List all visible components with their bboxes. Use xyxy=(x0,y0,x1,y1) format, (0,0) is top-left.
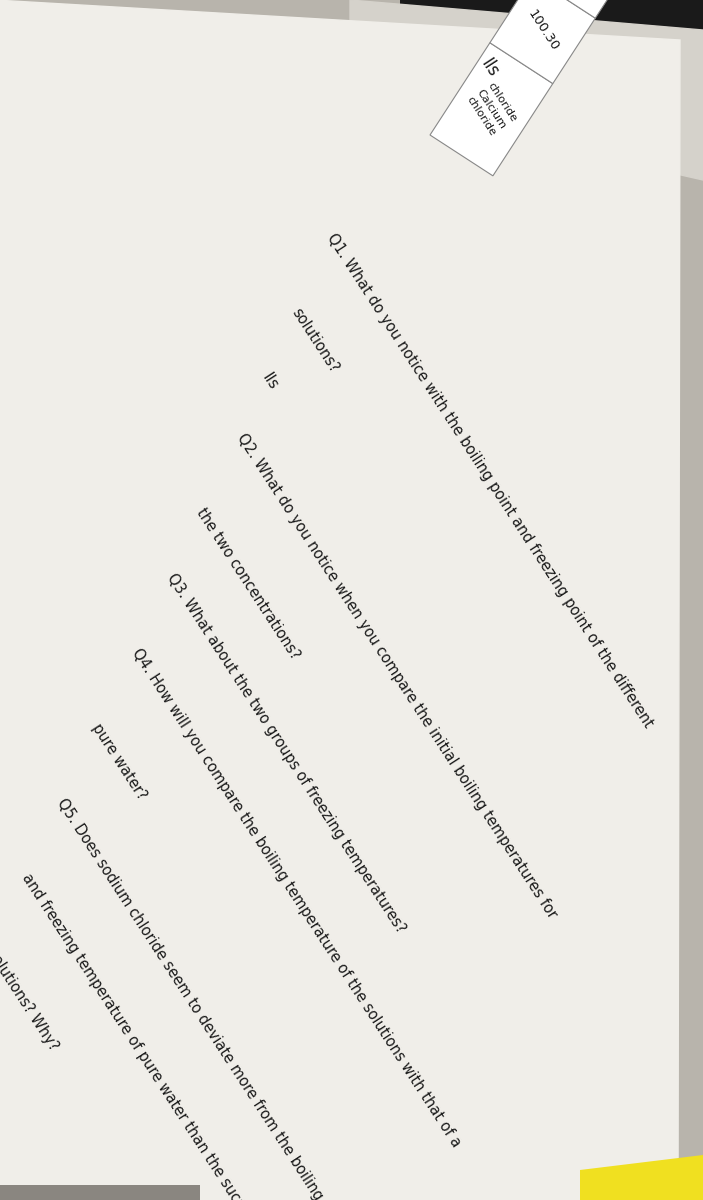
Polygon shape xyxy=(350,0,703,180)
Text: Ils: Ils xyxy=(259,371,280,394)
Text: Ils: Ils xyxy=(477,55,503,80)
Text: and freezing temperature of pure water than the sucrose and glycerol: and freezing temperature of pure water t… xyxy=(19,871,311,1200)
Text: chloride
Calcium
chloride: chloride Calcium chloride xyxy=(465,80,518,138)
Bar xyxy=(400,0,703,120)
Text: solutions?: solutions? xyxy=(289,306,342,376)
Text: Q5. Does sodium chloride seem to deviate more from the boiling temperature: Q5. Does sodium chloride seem to deviate… xyxy=(53,796,378,1200)
Text: the two concentrations?: the two concentrations? xyxy=(194,506,303,662)
Polygon shape xyxy=(580,1154,703,1200)
Text: 100.30: 100.30 xyxy=(524,7,561,53)
Text: solutions? Why?: solutions? Why? xyxy=(0,946,60,1054)
Text: Q4. How will you compare the boiling temperature of the solutions with that of a: Q4. How will you compare the boiling tem… xyxy=(129,646,463,1150)
Polygon shape xyxy=(0,0,680,1200)
Polygon shape xyxy=(430,43,553,176)
Polygon shape xyxy=(490,0,595,84)
Text: pure water?: pure water? xyxy=(89,721,149,803)
Text: Q1. What do you notice with the boiling point and freezing point of the differen: Q1. What do you notice with the boiling … xyxy=(323,230,655,731)
Text: Q2. What do you notice when you compare the initial boiling temperatures for: Q2. What do you notice when you compare … xyxy=(233,431,560,922)
Text: Q3. What about the two groups of freezing temperatures?: Q3. What about the two groups of freezin… xyxy=(164,571,408,936)
Bar xyxy=(0,1186,200,1200)
Polygon shape xyxy=(532,0,638,18)
